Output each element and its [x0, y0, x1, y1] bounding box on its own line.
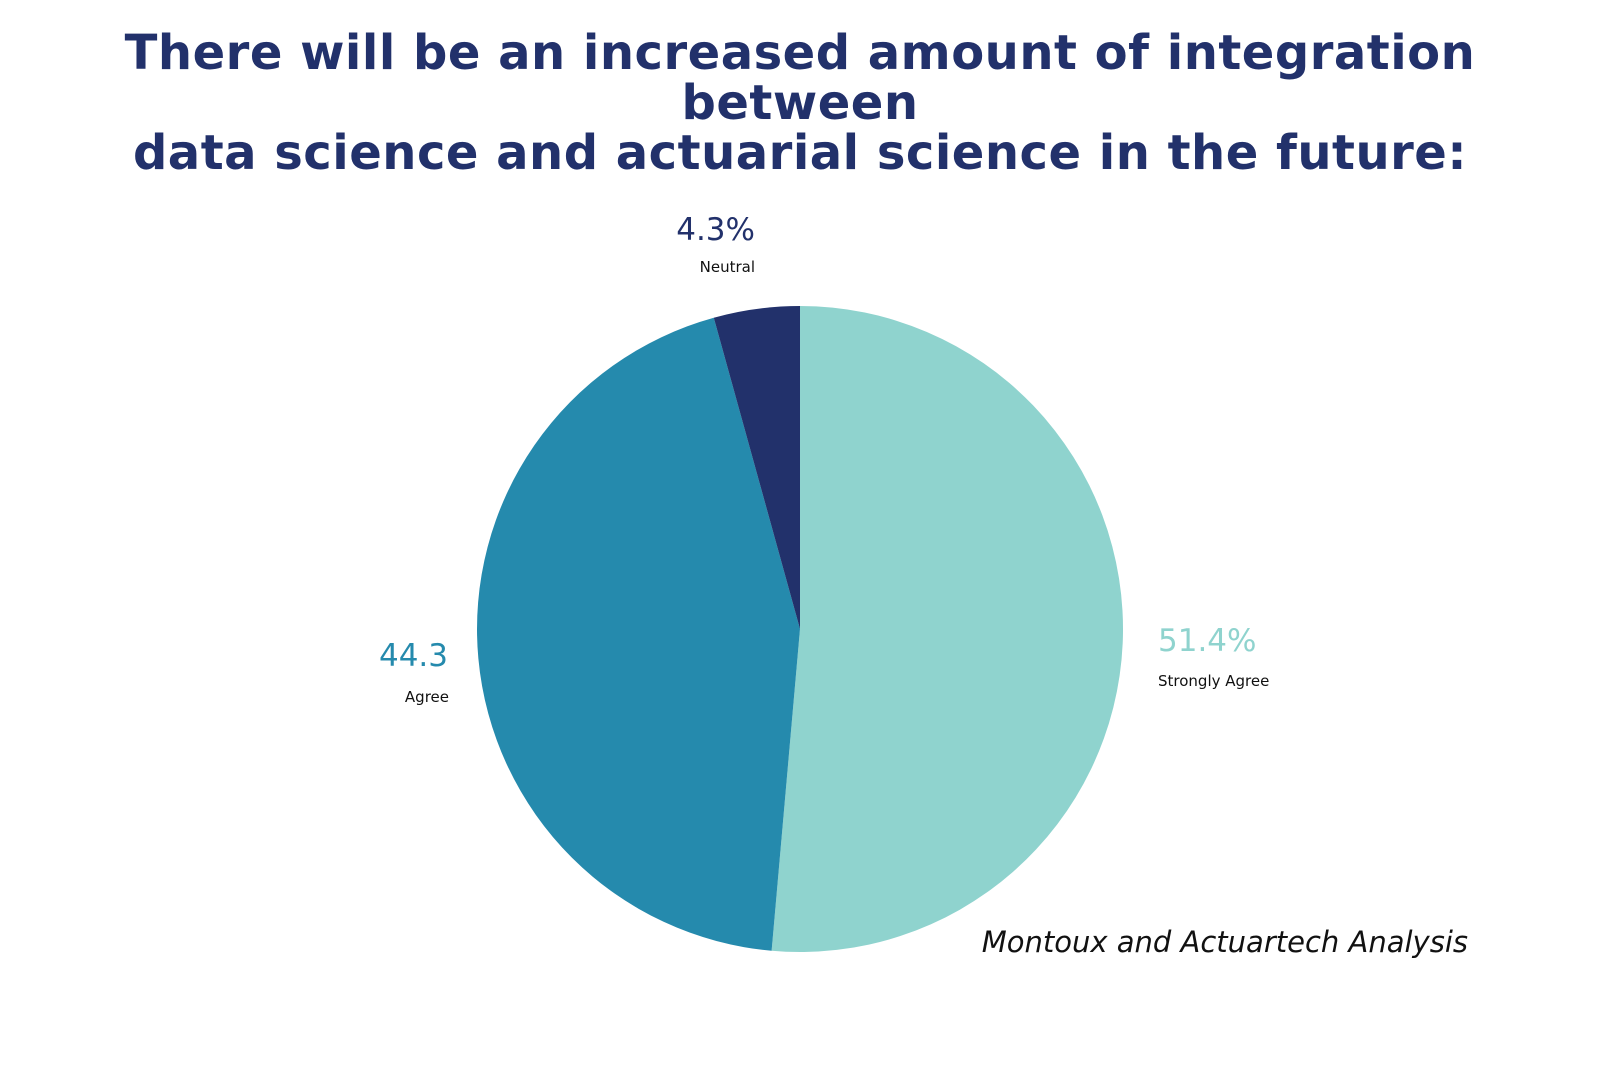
- pie-slice-neutral: [713, 306, 800, 629]
- chart-title-line-1: There will be an increased amount of int…: [124, 25, 1476, 131]
- strongly-agree-percent-label: 51.4%: [1158, 623, 1256, 659]
- chart-title-line-2: data science and actuarial science in th…: [132, 125, 1468, 181]
- agree-percent-label: 44.3: [379, 638, 448, 674]
- chart-title: There will be an increased amount of int…: [0, 28, 1600, 178]
- neutral-percent-label: 4.3%: [676, 212, 755, 248]
- pie-slice-agree: [477, 317, 800, 951]
- source-credit: Montoux and Actuartech Analysis: [981, 925, 1468, 959]
- pie-slices: [477, 306, 1124, 952]
- strongly-agree-category-label: Strongly Agree: [1158, 672, 1269, 690]
- agree-category-label: Agree: [405, 688, 449, 706]
- pie-slice-strongly-agree: [771, 306, 1124, 952]
- neutral-category-label: Neutral: [700, 258, 755, 276]
